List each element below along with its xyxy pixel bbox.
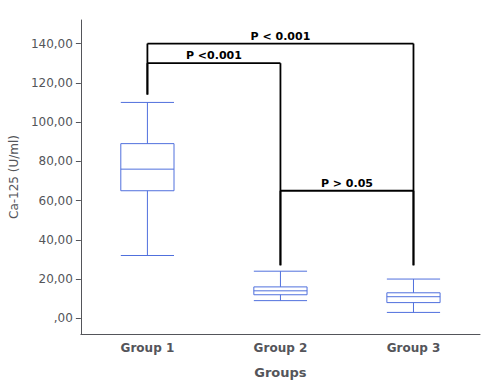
svg-text:80,00: 80,00 [39,154,73,168]
svg-text:Group 2: Group 2 [254,341,308,355]
svg-text:100,00: 100,00 [31,115,73,129]
svg-text:P <0.001: P <0.001 [186,49,242,62]
svg-text:Ca-125 (U/ml): Ca-125 (U/ml) [7,135,21,219]
svg-text:20,00: 20,00 [39,272,73,286]
svg-text:120,00: 120,00 [31,76,73,90]
svg-text:,00: ,00 [54,311,73,325]
svg-text:40,00: 40,00 [39,233,73,247]
svg-text:Group 3: Group 3 [387,341,441,355]
svg-text:Groups: Groups [254,365,307,380]
svg-text:Group 1: Group 1 [121,341,175,355]
svg-text:140,00: 140,00 [31,37,73,51]
svg-text:P < 0.001: P < 0.001 [251,30,311,43]
svg-text:P > 0.05: P > 0.05 [321,177,373,190]
svg-text:60,00: 60,00 [39,194,73,208]
